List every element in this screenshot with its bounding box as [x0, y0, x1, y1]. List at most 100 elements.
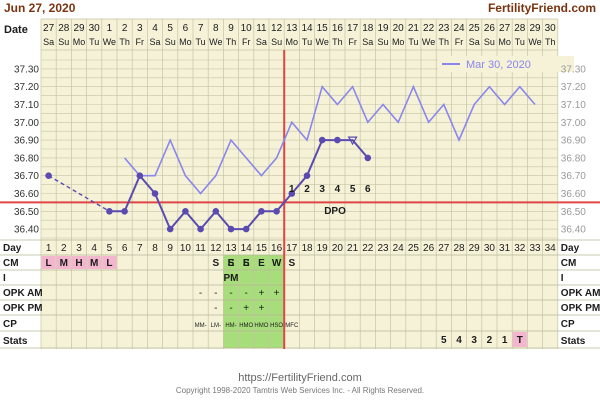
temperature-point[interactable]: [242, 225, 250, 233]
date-number: 28: [58, 23, 70, 34]
cycle-day-number: 17: [286, 243, 298, 254]
date-number: 30: [545, 23, 557, 34]
site-logo: FertilityFriend.com: [488, 1, 596, 15]
date-number: 1: [107, 23, 113, 34]
weekday-label: Th: [226, 37, 237, 47]
footer: https://FertilityFriend.com Copyright 19…: [0, 372, 600, 396]
y-tick-left: 36.50: [14, 207, 39, 218]
temperature-point[interactable]: [258, 208, 265, 215]
date-number: 9: [228, 23, 234, 34]
temperature-point[interactable]: [227, 225, 235, 233]
cp-value: HMO: [239, 323, 253, 329]
stats-value: 3: [471, 335, 477, 346]
temperature-point[interactable]: [212, 208, 220, 215]
temperature-point[interactable]: [106, 208, 113, 215]
temperature-point[interactable]: [364, 154, 372, 162]
opk-pm-value: -: [214, 303, 217, 314]
date-number: 11: [256, 23, 267, 34]
temperature-point[interactable]: [121, 208, 128, 215]
weekday-label: Mo: [498, 37, 511, 47]
cycle-day-number: 12: [210, 243, 222, 254]
cycle-day-number: 34: [545, 243, 557, 254]
row-label-right-cm: CM: [561, 258, 577, 269]
y-tick-left: 37.00: [14, 118, 39, 129]
weekday-label: Su: [271, 37, 282, 47]
weekday-label: Sa: [43, 37, 54, 47]
opk-pm-value: +: [258, 303, 264, 314]
dpo-label: DPO: [324, 206, 346, 217]
cycle-day-number: 11: [195, 243, 206, 254]
weekday-label: We: [103, 37, 116, 47]
cm-menstruation-cell: [87, 256, 102, 269]
temperature-gap-line: [48, 175, 110, 212]
cycle-day-number: 24: [393, 243, 405, 254]
cycle-day-number: 29: [469, 243, 481, 254]
date-number: 26: [484, 23, 496, 34]
opk-am-value: -: [199, 288, 202, 299]
cycle-day-number: 2: [61, 243, 67, 254]
footer-link[interactable]: https://FertilityFriend.com: [238, 372, 362, 384]
temperature-point[interactable]: [151, 190, 159, 197]
dpo-number: 4: [335, 184, 341, 195]
row-label-right-cp: CP: [561, 319, 575, 330]
weekday-label: Fr: [348, 37, 357, 47]
weekday-label: Th: [439, 37, 450, 47]
temperature-point[interactable]: [45, 172, 52, 179]
temperature-open-marker[interactable]: [347, 136, 358, 146]
date-number: 8: [213, 23, 219, 34]
weekday-label: Sa: [256, 37, 267, 47]
weekday-label: Mo: [392, 37, 405, 47]
date-number: 4: [152, 23, 158, 34]
y-tick-left: 37.30: [14, 64, 39, 75]
weekday-label: Tu: [302, 37, 312, 47]
date-number: 6: [183, 23, 189, 34]
stats-value: 4: [456, 335, 462, 346]
date-number: 29: [73, 23, 85, 34]
date-number: 5: [167, 23, 173, 34]
weekday-label: Tu: [89, 37, 99, 47]
y-tick-right: 36.40: [561, 225, 586, 236]
weekday-label: Fr: [242, 37, 251, 47]
cycle-day-number: 1: [46, 243, 52, 254]
temperature-point[interactable]: [303, 172, 311, 179]
cm-value: M: [60, 258, 68, 269]
cycle-day-number: 10: [180, 243, 192, 254]
cm-value: E: [258, 258, 265, 269]
y-tick-right: 37.30: [561, 64, 586, 75]
weekday-label: Mo: [179, 37, 192, 47]
date-number: 24: [453, 23, 465, 34]
weekday-label: Th: [332, 37, 343, 47]
temperature-point[interactable]: [334, 136, 341, 144]
date-number: 29: [529, 23, 541, 34]
cm-value: S: [243, 258, 250, 269]
date-number: 27: [43, 23, 55, 34]
weekday-label: Sa: [469, 37, 480, 47]
weekday-label: Su: [377, 37, 388, 47]
temperature-point[interactable]: [136, 172, 144, 179]
temperature-point[interactable]: [288, 190, 296, 197]
temperature-point[interactable]: [166, 225, 174, 233]
date-number: 30: [89, 23, 101, 34]
y-tick-left: 36.60: [14, 189, 39, 200]
temperature-point[interactable]: [273, 208, 280, 215]
date-number: 19: [377, 23, 389, 34]
opk-am-value: -: [229, 288, 232, 299]
cycle-day-number: 25: [408, 243, 420, 254]
temperature-point[interactable]: [318, 136, 326, 144]
dpo-number: 6: [365, 184, 371, 195]
row-label-right-opk_am: OPK AM: [561, 288, 600, 299]
date-number: 3: [137, 23, 143, 34]
cycle-day-number: 14: [241, 243, 253, 254]
cp-value: MFC: [285, 323, 299, 329]
y-tick-right: 36.90: [561, 136, 586, 147]
dpo-number: 5: [350, 184, 356, 195]
y-tick-left: 36.80: [14, 153, 39, 164]
cp-value: HSO: [270, 323, 283, 329]
weekday-label: Mo: [73, 37, 86, 47]
opk-am-value: +: [258, 288, 264, 299]
cycle-day-number: 3: [76, 243, 82, 254]
temperature-point[interactable]: [182, 208, 189, 215]
temperature-point[interactable]: [197, 225, 204, 233]
row-label-right-stats: Stats: [561, 336, 586, 347]
